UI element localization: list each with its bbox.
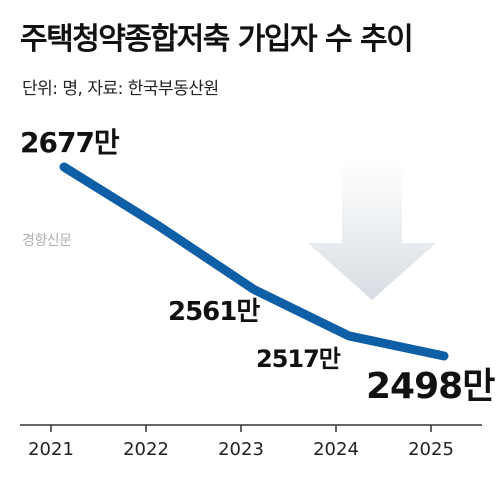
data-label: 2517만 xyxy=(256,345,341,373)
data-label: 2561만 xyxy=(168,297,260,327)
x-tick-label: 2023 xyxy=(218,439,264,460)
chart-subtitle: 단위: 명, 자료: 한국부동산원 xyxy=(22,79,219,99)
x-tick-label: 2021 xyxy=(28,439,74,460)
data-label: 2677만 xyxy=(20,126,120,159)
x-tick-label: 2022 xyxy=(123,439,169,460)
series-line xyxy=(59,162,449,361)
x-tick-label: 2025 xyxy=(408,439,454,460)
chart-title: 주택청약종합저축 가입자 수 추이 xyxy=(20,22,414,57)
x-tick-label: 2024 xyxy=(313,439,359,460)
down-arrow-icon xyxy=(308,160,436,300)
watermark: 경향신문 xyxy=(22,233,72,249)
data-label: 2498만 xyxy=(366,366,495,407)
